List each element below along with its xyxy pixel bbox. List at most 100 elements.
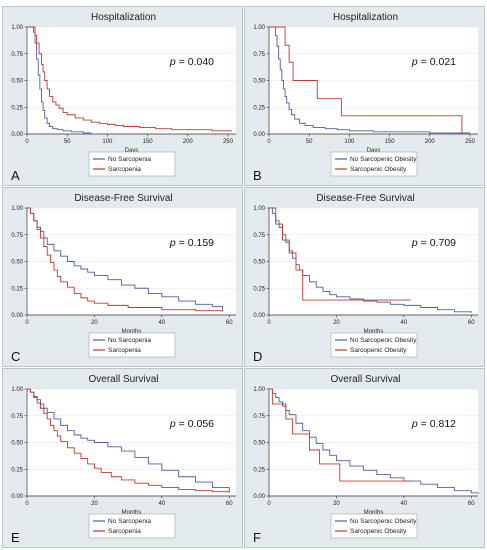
panel-letter: C [11, 349, 20, 364]
x-tick-label: 200 [183, 139, 194, 145]
x-tick-label: 40 [158, 501, 165, 507]
series-line-red [27, 388, 230, 493]
p-symbol: p [411, 237, 418, 249]
series-line-blue [27, 207, 223, 310]
series-line-red [27, 26, 232, 132]
chart-svg-f: Overall Survival 0.00 0.25 0.50 0.75 1.00 0 20 4… [253, 374, 479, 545]
x-tick-label: 100 [102, 139, 113, 145]
x-tick-label: 200 [425, 139, 436, 145]
y-tick-label: 1.00 [253, 206, 265, 212]
legend-label: No Sarcopenic Obesity [350, 156, 417, 163]
chart-svg-e: Overall Survival 0.00 0.25 0.50 0.75 1.00 0 20 4… [11, 374, 236, 545]
p-value: = 0.812 [418, 418, 456, 430]
legend-label: Sarcopenia [108, 347, 141, 354]
legend-label: No Sarcopenia [108, 518, 151, 525]
x-tick-label: 60 [468, 501, 475, 507]
y-tick-label: 0.50 [11, 441, 23, 447]
x-tick-label: 40 [158, 320, 165, 326]
x-tick-label: 150 [143, 139, 154, 145]
panel-letter: B [253, 168, 262, 183]
p-value: = 0.709 [418, 237, 456, 249]
p-value-text: p = 0.021 [411, 56, 456, 68]
legend-box [330, 513, 418, 539]
y-tick-label: 0.50 [253, 79, 265, 85]
x-axis-label: Days [367, 148, 381, 154]
legend-box [330, 332, 418, 358]
x-tick-label: 40 [400, 501, 407, 507]
y-tick-label: 0.00 [11, 313, 23, 319]
chart-title: Disease-Free Survival [74, 193, 172, 204]
y-tick-label: 0.25 [253, 105, 265, 111]
panel-c: Disease-Free Survival 0.00 0.25 0.50 0.75 1.0… [2, 187, 243, 367]
panel-d: Disease-Free Survival 0.00 0.25 0.50 0.75 1.0… [244, 187, 485, 367]
panel-a: Hospitalization 0.00 0.25 0.50 0.75 1.00 0 50 10… [2, 6, 243, 186]
x-tick-label: 20 [91, 320, 98, 326]
p-value-text: p = 0.709 [411, 237, 456, 249]
y-tick-label: 0.25 [253, 286, 265, 292]
p-value: = 0.021 [418, 56, 456, 68]
p-value: = 0.056 [176, 418, 214, 430]
y-tick-label: 0.25 [253, 467, 265, 473]
y-tick-label: 0.50 [11, 79, 23, 85]
legend-box [88, 151, 176, 177]
y-tick-label: 0.75 [253, 233, 265, 239]
y-tick-label: 0.75 [11, 414, 23, 420]
x-tick-label: 40 [400, 320, 407, 326]
y-tick-label: 1.00 [253, 387, 265, 393]
y-tick-label: 0.00 [11, 132, 23, 138]
y-tick-label: 0.75 [11, 233, 23, 239]
y-tick-label: 0.00 [253, 132, 265, 138]
x-tick-label: 0 [25, 501, 29, 507]
series-line-red [269, 388, 411, 482]
y-tick-label: 1.00 [11, 206, 23, 212]
x-tick-label: 20 [91, 501, 98, 507]
x-tick-label: 0 [267, 320, 271, 326]
series-line-blue [269, 388, 479, 494]
p-value-text: p = 0.812 [411, 418, 456, 430]
panel-letter: D [253, 349, 262, 364]
series-line-blue [27, 388, 230, 492]
y-tick-label: 1.00 [11, 25, 23, 31]
y-tick-label: 0.75 [253, 52, 265, 58]
p-value-text: p = 0.159 [169, 237, 214, 249]
y-tick-label: 0.50 [253, 260, 265, 266]
legend-label: No Sarcopenia [108, 156, 151, 163]
x-tick-label: 0 [25, 139, 29, 145]
chart-svg-c: Disease-Free Survival 0.00 0.25 0.50 0.75 1.0… [11, 193, 236, 364]
p-symbol: p [169, 237, 176, 249]
y-tick-label: 0.50 [11, 260, 23, 266]
x-tick-label: 20 [333, 501, 340, 507]
p-symbol: p [169, 56, 176, 68]
chart-svg-a: Hospitalization 0.00 0.25 0.50 0.75 1.00 0 50 10… [11, 12, 236, 183]
x-tick-label: 250 [465, 139, 476, 145]
x-tick-label: 20 [333, 320, 340, 326]
legend-box [88, 332, 176, 358]
legend-label: Sarcopenia [108, 166, 141, 173]
series-line-blue [27, 26, 92, 134]
legend-label: Sarcopenic Obesity [350, 166, 407, 173]
series-line-blue [269, 26, 470, 134]
legend-label: No Sarcopenia [108, 337, 151, 344]
panel-e: Overall Survival 0.00 0.25 0.50 0.75 1.00 0 20 4… [2, 368, 243, 548]
x-axis-label: Months [122, 510, 142, 516]
x-tick-label: 100 [344, 139, 355, 145]
x-tick-label: 60 [226, 501, 233, 507]
chart-title: Hospitalization [333, 12, 398, 23]
chart-title: Overall Survival [88, 374, 158, 385]
x-tick-label: 60 [226, 320, 233, 326]
legend-label: No Sarcopenic Obesity [350, 337, 417, 344]
p-symbol: p [411, 418, 418, 430]
y-tick-label: 0.25 [11, 286, 23, 292]
x-tick-label: 0 [267, 501, 271, 507]
series-line-red [269, 26, 463, 134]
p-value-text: p = 0.040 [169, 56, 214, 68]
y-tick-label: 1.00 [253, 25, 265, 31]
p-symbol: p [169, 418, 176, 430]
series-line-red [269, 207, 411, 301]
x-tick-label: 50 [306, 139, 313, 145]
p-value-text: p = 0.056 [169, 418, 214, 430]
y-tick-label: 0.75 [11, 52, 23, 58]
p-value: = 0.040 [176, 56, 214, 68]
x-tick-label: 60 [468, 320, 475, 326]
x-tick-label: 50 [64, 139, 71, 145]
